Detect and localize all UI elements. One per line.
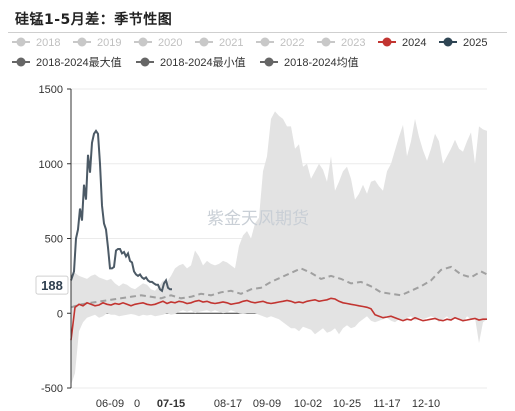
range-band (71, 111, 487, 386)
y-tick-label: -500 (41, 383, 63, 395)
legend-item-2018[interactable]: 2018 (12, 37, 60, 49)
legend-label: 2022 (280, 37, 304, 49)
series-2024-line (70, 297, 487, 341)
legend-label: 2018-2024均值 (284, 56, 359, 69)
x-tick-label: 08-17 (214, 398, 242, 410)
watermark: 紫金天风期货 (207, 209, 309, 229)
legend-marker-icon (138, 37, 148, 47)
x-tick-label: 0 (134, 398, 140, 410)
legend-marker-icon (199, 37, 209, 47)
legend-marker-icon (443, 37, 453, 47)
y-tick-label: 500 (45, 234, 63, 246)
legend-marker-icon (77, 37, 87, 47)
legend-label: 2025 (463, 37, 487, 49)
legend-marker-icon (16, 57, 26, 67)
series-lines (70, 129, 488, 341)
legend-marker-icon (321, 37, 331, 47)
legend-label: 2019 (97, 37, 121, 49)
y-tick-label: 1500 (39, 84, 63, 96)
legend-marker-icon (264, 57, 274, 67)
x-tick-label: 06-09 (96, 398, 124, 410)
legend-marker-icon (260, 37, 270, 47)
x-tick-label: 10-02 (294, 398, 322, 410)
legend-label: 2020 (158, 37, 182, 49)
legend-label: 2018 (36, 37, 60, 49)
legend-item-2019[interactable]: 2019 (73, 37, 121, 49)
legend-item-2022[interactable]: 2022 (256, 37, 304, 49)
legend-item-2018-2024[interactable]: 2018-2024最小值 (136, 56, 246, 69)
legend-label: 2024 (402, 37, 426, 49)
chart-title: 硅锰1-5月差：季节性图 (15, 12, 173, 28)
series-max-min-band (71, 111, 487, 386)
series-2025-line (70, 129, 172, 293)
legend-marker-icon (140, 57, 150, 67)
legend-item-2018-2024[interactable]: 2018-2024最大值 (12, 55, 122, 69)
x-tick-label: 10-25 (333, 398, 361, 410)
y-pointer-label: 188 (41, 278, 63, 293)
legend-item-2018-2024[interactable]: 2018-2024均值 (260, 56, 359, 69)
legend-label: 2023 (341, 37, 365, 49)
series-mean-line (70, 265, 488, 309)
y-tick-label: 1000 (39, 159, 63, 171)
legend-item-2025[interactable]: 2025 (439, 37, 487, 49)
legend-item-2021[interactable]: 2021 (195, 37, 243, 49)
x-pointer-box (147, 393, 195, 411)
y-pointer-box (35, 275, 69, 295)
legend-item-2020[interactable]: 2020 (134, 37, 182, 49)
y-tick-label: 0 (57, 308, 63, 320)
x-pointer-label: 07-15 (157, 398, 185, 410)
legend-marker-icon (382, 37, 392, 47)
title-divider (8, 32, 507, 33)
x-tick-label: 09-09 (253, 398, 281, 410)
legend-label: 2018-2024最小值 (160, 56, 246, 69)
legend-item-2024[interactable]: 2024 (378, 37, 426, 49)
legend: 2018 2019 2020 2021 2022 2023 2024 2025 2018-202… (12, 37, 487, 69)
legend-label: 2018-2024最大值 (36, 55, 122, 69)
legend-marker-icon (16, 37, 26, 47)
x-tick-label: 12-10 (412, 398, 440, 410)
legend-label: 2021 (219, 37, 243, 49)
axes: 1500 1000 500 0 -500 188 06-09 0 07-15 08-17 09-09… (35, 84, 440, 411)
legend-item-2023[interactable]: 2023 (317, 37, 365, 49)
x-tick-label: 11-17 (373, 398, 400, 410)
